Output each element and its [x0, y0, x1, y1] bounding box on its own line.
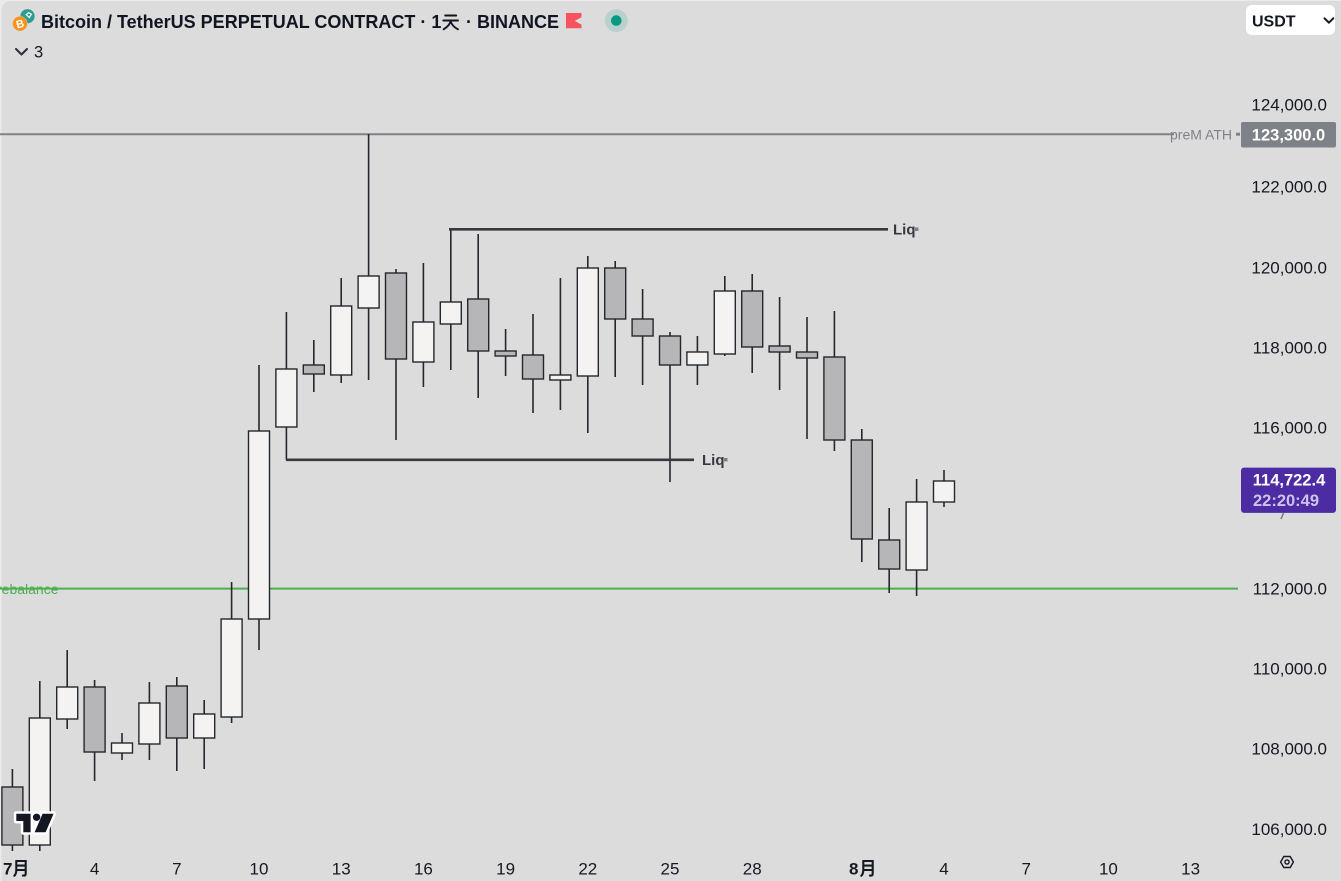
- svg-text:preM ATH: preM ATH: [1170, 127, 1232, 143]
- svg-text:123,300.0: 123,300.0: [1252, 127, 1325, 145]
- svg-text:10: 10: [250, 860, 269, 879]
- svg-text:4: 4: [939, 860, 948, 879]
- svg-text:28: 28: [743, 860, 762, 879]
- svg-text:106,000.0: 106,000.0: [1251, 820, 1327, 839]
- svg-text:3: 3: [34, 44, 43, 62]
- svg-text:120,000.0: 120,000.0: [1251, 258, 1327, 277]
- svg-text:B: B: [15, 18, 26, 32]
- svg-text:13: 13: [332, 860, 351, 879]
- svg-text:118,000.0: 118,000.0: [1253, 339, 1327, 358]
- svg-text:Bitcoin / TetherUS PERPETUAL C: Bitcoin / TetherUS PERPETUAL CONTRACT · …: [41, 12, 441, 32]
- svg-text:25: 25: [661, 860, 680, 879]
- svg-text:10: 10: [1099, 860, 1118, 879]
- svg-text:Liq: Liq: [702, 452, 725, 469]
- svg-text:13: 13: [1181, 860, 1200, 879]
- svg-text:7: 7: [3, 860, 12, 879]
- svg-text:22: 22: [578, 860, 597, 879]
- svg-text:110,000.0: 110,000.0: [1253, 660, 1327, 679]
- svg-text:124,000.0: 124,000.0: [1251, 96, 1327, 115]
- svg-text:122,000.0: 122,000.0: [1251, 177, 1327, 196]
- svg-text:108,000.0: 108,000.0: [1251, 740, 1327, 759]
- svg-text:rebalance: rebalance: [0, 581, 59, 597]
- svg-text:Liq: Liq: [893, 222, 916, 239]
- svg-text:7: 7: [1021, 860, 1030, 879]
- svg-text:· BINANCE: · BINANCE: [466, 12, 559, 32]
- svg-text:7: 7: [172, 860, 181, 879]
- svg-text:USDT: USDT: [1252, 14, 1296, 31]
- svg-text:116,000.0: 116,000.0: [1253, 419, 1327, 438]
- svg-text:4: 4: [90, 860, 99, 879]
- svg-text:22:20:49: 22:20:49: [1253, 492, 1319, 510]
- svg-text:16: 16: [414, 860, 433, 879]
- svg-text:8: 8: [849, 860, 858, 879]
- svg-text:19: 19: [496, 860, 515, 879]
- svg-text:114,722.4: 114,722.4: [1253, 471, 1326, 489]
- svg-text:112,000.0: 112,000.0: [1253, 580, 1327, 599]
